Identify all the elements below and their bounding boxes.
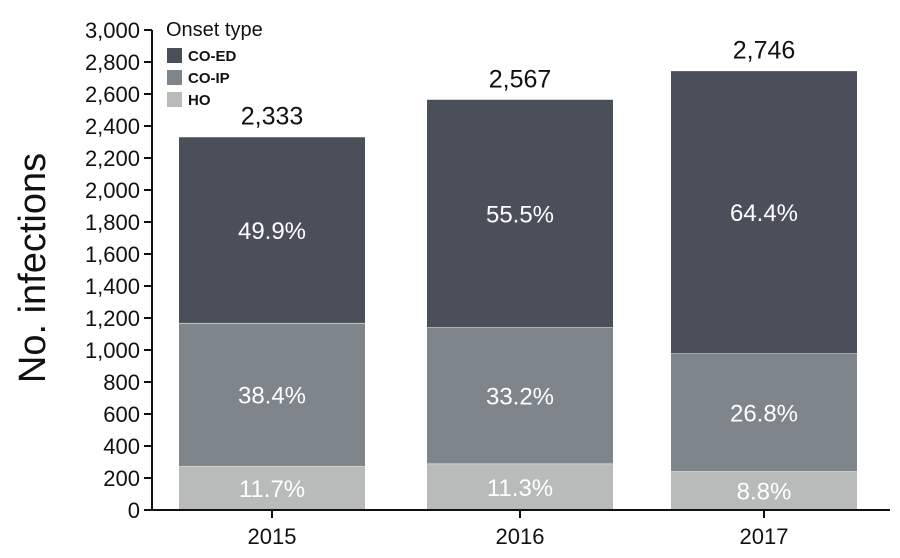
segment-percent-label: 49.9%: [238, 218, 306, 245]
y-tick-label: 2,600: [85, 82, 140, 107]
y-tick-label: 200: [103, 466, 140, 491]
legend-label-co-ed: CO-ED: [188, 48, 237, 65]
y-tick-label: 2,800: [85, 50, 140, 75]
bar-total-label: 2,333: [241, 103, 304, 131]
legend-label-ho: HO: [188, 92, 211, 109]
x-tick-label: 2017: [740, 524, 789, 549]
bar-segment-co-ip: [179, 322, 365, 467]
legend: Onset type CO-ED CO-IP HO: [166, 19, 263, 109]
bar-segment-ho: [671, 471, 857, 510]
y-tick-label: 1,800: [85, 210, 140, 235]
y-axis-ticks: 0 200 400 600 800 1,000 1,200 1,400 1,600 1,800 2,…: [85, 18, 152, 523]
y-tick-label: 2,200: [85, 146, 140, 171]
segment-percent-label: 38.4%: [238, 383, 306, 410]
y-axis-label: No. infections: [12, 153, 54, 383]
segment-percent-label: 11.7%: [239, 476, 305, 503]
bar-segment-co-ed: [179, 136, 365, 323]
y-tick-label: 600: [103, 402, 140, 427]
y-tick-label: 0: [128, 498, 140, 523]
y-tick-label: 400: [103, 434, 140, 459]
segment-percent-label: 33.2%: [486, 383, 554, 410]
bar-segment-co-ip: [427, 327, 613, 464]
x-tick-label: 2015: [248, 524, 297, 549]
y-tick-label: 3,000: [85, 18, 140, 43]
segment-percent-label: 26.8%: [730, 400, 798, 427]
y-tick-label: 2,000: [85, 178, 140, 203]
bar-total-label: 2,567: [489, 65, 552, 93]
segment-percent-label: 8.8%: [737, 479, 792, 506]
x-axis-ticks: 2015 2016 2017: [248, 510, 789, 549]
bar-segment-co-ed: [671, 70, 857, 354]
y-tick-label: 2,400: [85, 114, 140, 139]
y-tick-label: 1,400: [85, 274, 140, 299]
y-tick-label: 800: [103, 370, 140, 395]
y-tick-label: 1,000: [85, 338, 140, 363]
bar-segment-ho: [427, 463, 613, 510]
bar-segment-ho: [179, 466, 365, 510]
segment-percent-label: 11.3%: [487, 475, 553, 502]
bars: 11.7% 38.4% 49.9% 2,333 11.3% 33.2% 55.5% 2,567…: [179, 37, 857, 510]
legend-swatch-co-ed: [167, 48, 182, 63]
bar-segment-co-ed: [427, 99, 613, 328]
legend-swatch-co-ip: [167, 70, 182, 85]
x-tick-label: 2016: [496, 524, 545, 549]
y-tick-label: 1,600: [85, 242, 140, 267]
legend-title: Onset type: [166, 19, 263, 41]
segment-percent-label: 64.4%: [730, 200, 798, 227]
legend-label-co-ip: CO-IP: [188, 70, 230, 87]
bar-total-label: 2,746: [733, 37, 796, 65]
segment-percent-label: 55.5%: [486, 201, 554, 228]
y-tick-label: 1,200: [85, 306, 140, 331]
legend-swatch-ho: [167, 92, 182, 107]
bar-segment-co-ip: [671, 353, 857, 472]
